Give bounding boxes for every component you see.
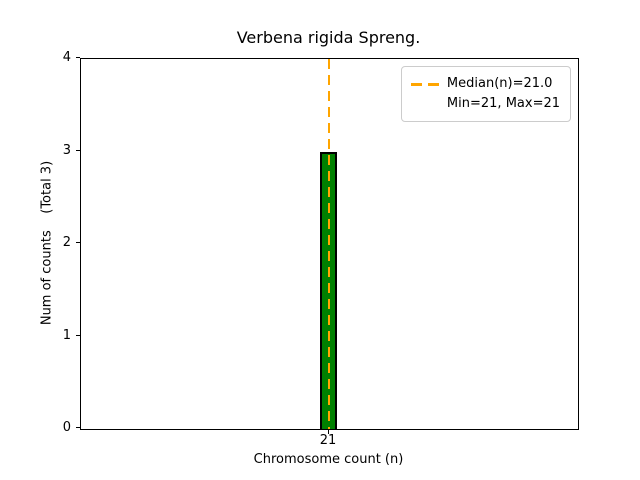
y-tick-mark <box>76 242 80 243</box>
y-tick-mark <box>76 57 80 58</box>
y-axis-label: Num of counts (Total 3) <box>39 160 55 326</box>
median-dash-swatch <box>410 82 439 86</box>
y-tick-label: 4 <box>62 50 71 65</box>
legend-median-label: Median(n)=21.0 <box>446 76 553 91</box>
y-tick-label: 1 <box>62 327 71 343</box>
y-tick-label: 0 <box>62 420 71 435</box>
legend-minmax-label: Min=21, Max=21 <box>446 96 560 111</box>
x-tick-mark <box>328 430 329 434</box>
legend: Median(n)=21.0 Min=21, Max=21 <box>400 66 571 122</box>
x-tick-label: 21 <box>319 433 337 448</box>
y-tick-mark <box>76 334 80 336</box>
y-tick-label: 3 <box>62 142 71 158</box>
y-tick-label: 2 <box>62 235 71 250</box>
chart-title: Verbena rigida Spreng. <box>236 28 421 47</box>
y-tick-mark <box>76 149 80 151</box>
x-axis-label: Chromosome count (n) <box>253 452 404 467</box>
median-line <box>328 59 330 429</box>
legend-row-median: Median(n)=21.0 <box>410 74 560 94</box>
y-tick-mark <box>76 427 80 428</box>
plot-area: Median(n)=21.0 Min=21, Max=21 <box>80 58 579 434</box>
legend-row-minmax: Min=21, Max=21 <box>411 94 560 114</box>
legend-swatch-spacer <box>411 103 439 106</box>
